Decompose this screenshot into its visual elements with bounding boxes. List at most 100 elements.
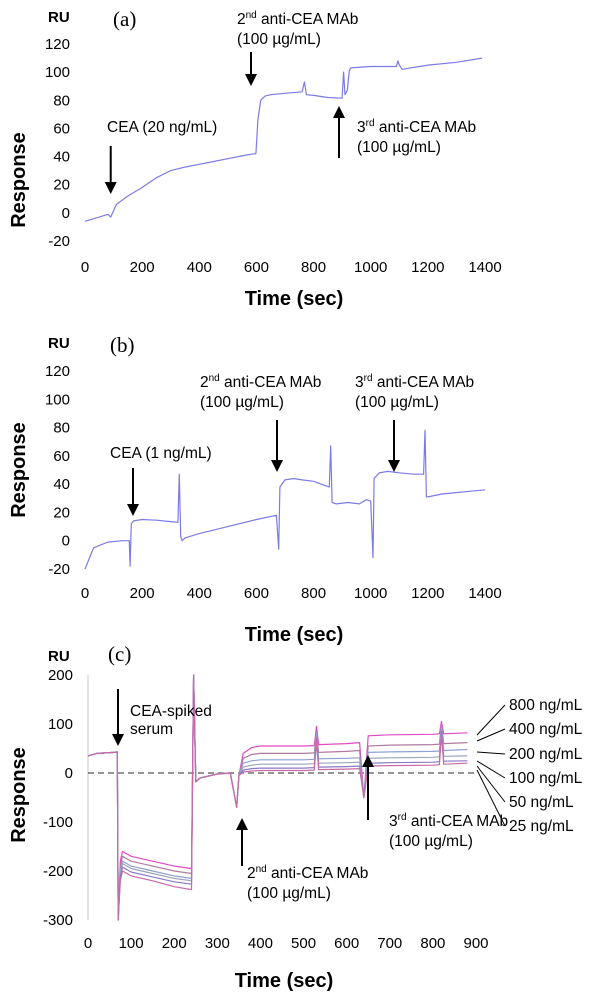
panel-a-arrow-2nd-head [245, 74, 257, 86]
panel-b-label: (b) [110, 333, 135, 357]
panel-a-y-tick-label: 60 [53, 120, 70, 137]
panel-a-y-tick-label: 120 [45, 36, 70, 53]
panel-a-y-tick-label: 40 [53, 149, 70, 166]
panel-a-x-tick-label: 800 [301, 259, 326, 276]
panel-a-y-axis-title: Response [8, 132, 30, 228]
panel-c-unit-label: RU [48, 648, 70, 665]
panel-c-legend-label: 200 ng/mL [509, 746, 583, 763]
panel-a-x-axis-title: Time (sec) [245, 288, 344, 310]
panel-a: RU (a) Response Time (sec) -20 0 20 40 60 80 1… [8, 7, 502, 310]
panel-c-x-tick-label: 400 [248, 935, 273, 952]
panel-a-x-tick-label: 1400 [468, 259, 501, 276]
panel-c-series-line [87, 674, 468, 921]
panel-c-legend-leader [476, 769, 506, 827]
panel-a-y-tick-label: 100 [45, 64, 70, 81]
panel-c-legend-label: 50 ng/mL [509, 794, 574, 811]
panel-c-x-tick-label: 200 [162, 935, 187, 952]
panel-b-y-tick-label: -20 [48, 561, 70, 578]
panel-c-y-tick-label: -200 [43, 863, 73, 880]
panel-b: RU (b) Response Time (sec) -20 0 20 40 60 80 1… [8, 333, 502, 646]
panel-b-x-axis-title: Time (sec) [245, 624, 344, 646]
panel-c-legend-leader [476, 765, 506, 803]
panel-b-x-tick-label: 1400 [468, 585, 501, 602]
panel-b-annotation-2nd-conc: (100 µg/mL) [200, 394, 284, 411]
panel-b-x-tick-label: 1000 [354, 585, 387, 602]
panel-c-x-tick-label: 0 [84, 935, 92, 952]
panel-b-unit-label: RU [48, 335, 70, 352]
panel-a-x-tick-label: 200 [130, 259, 155, 276]
panel-c-annotation-3rd-conc: (100 µg/mL) [389, 833, 473, 850]
panel-a-annotation-3rd: 3rd anti-CEA MAb [357, 118, 476, 136]
panel-a-label: (a) [113, 7, 136, 31]
panel-b-x-tick-label: 400 [187, 585, 212, 602]
panel-a-x-tick-label: 1000 [354, 259, 387, 276]
panel-c-annotation-2nd: 2nd anti-CEA MAb [247, 864, 368, 882]
panel-a-unit-label: RU [48, 9, 70, 26]
panel-a-x-tick-label: 400 [187, 259, 212, 276]
panel-b-x-tick-label: 600 [244, 585, 269, 602]
panel-a-x-tick-label: 600 [244, 259, 269, 276]
panel-c-x-tick-label: 300 [205, 935, 230, 952]
panel-a-arrow-cea-head [104, 182, 117, 194]
panel-a-y-tick-label: -20 [48, 233, 70, 250]
panel-c-y-tick-label: -100 [43, 814, 73, 831]
panel-b-x-tick-label: 1200 [411, 585, 444, 602]
panel-c-y-tick-label: -300 [43, 912, 73, 929]
panel-c-legend-label: 25 ng/mL [509, 818, 574, 835]
panel-c-arrow-serum-head [112, 734, 124, 746]
panel-c-x-tick-label: 500 [291, 935, 316, 952]
panel-c-legend-leader [476, 760, 506, 779]
panel-b-x-tick-label: 200 [130, 585, 155, 602]
panel-a-x-tick-label: 1200 [411, 259, 444, 276]
panel-c-x-tick-label: 100 [119, 935, 144, 952]
panel-c-x-tick-label: 900 [463, 935, 488, 952]
panel-b-x-tick-label: 0 [81, 585, 89, 602]
panel-a-y-tick-label: 20 [53, 177, 70, 194]
panel-b-y-tick-label: 80 [53, 420, 70, 437]
panel-c-legend-leader [476, 704, 506, 736]
panel-b-x-tick-label: 800 [301, 585, 326, 602]
panel-c-label: (c) [108, 642, 131, 666]
panel-c-annotation-2nd-conc: (100 µg/mL) [247, 885, 331, 902]
panel-b-y-tick-label: 40 [53, 476, 70, 493]
panel-c-x-tick-label: 600 [334, 935, 359, 952]
panel-b-y-tick-label: 0 [62, 533, 70, 550]
panel-b-y-axis-title: Response [8, 422, 30, 518]
panel-c-annotation-serum-2: serum [130, 721, 173, 738]
panel-c-annotation-serum: CEA-spiked [130, 703, 212, 720]
panel-c-legend-leader [476, 728, 506, 742]
panel-c-legend-label: 100 ng/mL [509, 770, 583, 787]
panel-b-arrow-cea-head [127, 504, 139, 516]
panel-c-legend-label: 800 ng/mL [509, 697, 583, 714]
panel-b-series-line [84, 429, 486, 570]
panel-c-y-tick-label: 100 [48, 716, 73, 733]
panel-a-annotation-cea: CEA (20 ng/mL) [107, 119, 217, 136]
panel-b-y-tick-label: 120 [45, 363, 70, 380]
panel-c-legend-leader [476, 751, 506, 755]
panel-b-arrow-3rd-head [388, 460, 400, 472]
panel-a-annotation-3rd-conc: (100 µg/mL) [357, 139, 441, 156]
panel-c-arrow-2nd-head [236, 818, 248, 830]
panel-c-y-axis-title: Response [8, 747, 30, 843]
panel-a-series-line [84, 57, 483, 222]
panel-c-arrow-3rd-head [362, 755, 374, 767]
panel-a-y-tick-label: 80 [53, 92, 70, 109]
panel-b-annotation-3rd-conc: (100 µg/mL) [355, 394, 439, 411]
panel-c-y-tick-label: 200 [48, 667, 73, 684]
panel-a-arrow-3rd-head [333, 106, 345, 118]
panel-c: RU (c) Response Time (sec) -300 -200 -100 0… [8, 642, 583, 992]
panel-b-y-tick-label: 60 [53, 448, 70, 465]
panel-c-x-axis-title: Time (sec) [235, 970, 334, 992]
panel-a-x-tick-label: 0 [81, 259, 89, 276]
panel-c-annotation-3rd: 3rd anti-CEA MAb [389, 812, 508, 830]
panel-c-legend-label: 400 ng/mL [509, 721, 583, 738]
panel-b-annotation-3rd: 3rd anti-CEA MAb [355, 373, 474, 391]
panel-b-annotation-2nd: 2nd anti-CEA MAb [200, 373, 321, 391]
panel-a-annotation-2nd-conc: (100 µg/mL) [237, 31, 321, 48]
panel-c-y-tick-label: 0 [65, 765, 73, 782]
panel-c-x-tick-label: 700 [377, 935, 402, 952]
panel-b-y-tick-label: 20 [53, 504, 70, 521]
panel-c-x-tick-label: 800 [420, 935, 445, 952]
panel-b-y-tick-label: 100 [45, 391, 70, 408]
